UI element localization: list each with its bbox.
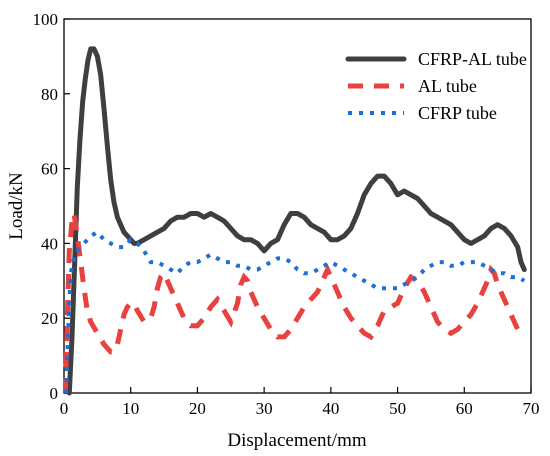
y-tick-label: 60 <box>41 160 58 179</box>
y-axis-title: Load/kN <box>6 172 27 240</box>
y-tick-label: 80 <box>41 85 58 104</box>
series-layer <box>62 46 527 396</box>
y-tick-label: 100 <box>33 10 59 29</box>
x-tick-label: 40 <box>322 399 339 418</box>
x-axis-title: Displacement/mm <box>227 430 367 451</box>
y-tick-label: 20 <box>41 309 58 328</box>
x-tick-label: 30 <box>256 399 273 418</box>
x-tick-label: 50 <box>389 399 406 418</box>
plot-area-frame <box>63 18 532 394</box>
x-tick-label: 20 <box>189 399 206 418</box>
x-tick-label: 0 <box>60 399 69 418</box>
series-line-al-tube <box>62 212 527 394</box>
axis-ticks: 0 10 20 30 40 50 60 70 0 20 40 60 80 100 <box>33 10 540 418</box>
legend-label-al-tube: AL tube <box>418 76 477 96</box>
x-tick-label: 60 <box>456 399 473 418</box>
series-line-cfrp-tube <box>64 229 526 394</box>
legend-label-cfrp-tube: CFRP tube <box>418 103 497 123</box>
y-tick-label: 40 <box>41 234 58 253</box>
x-tick-label: 10 <box>122 399 139 418</box>
x-tick-label: 70 <box>523 399 540 418</box>
legend: CFRP-AL tube AL tube CFRP tube <box>345 49 527 123</box>
y-tick-label: 0 <box>50 384 59 403</box>
legend-label-cfrp-al-tube: CFRP-AL tube <box>418 49 527 69</box>
series-line-cfrp-al-tube <box>66 46 527 396</box>
